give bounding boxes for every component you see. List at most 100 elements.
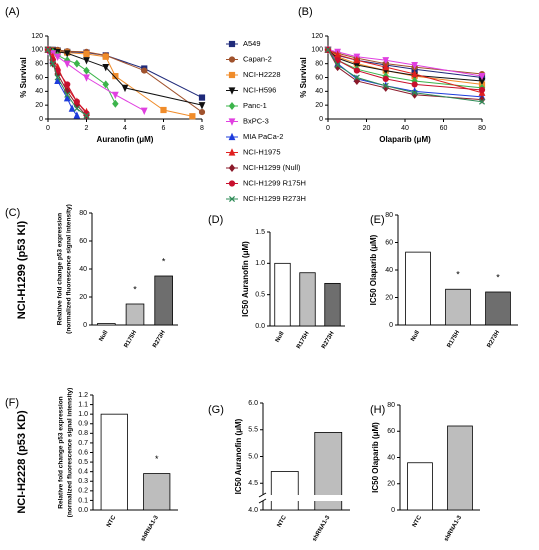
bar	[445, 288, 471, 326]
marker	[83, 57, 90, 65]
bar	[154, 275, 173, 326]
marker	[411, 89, 418, 96]
marker	[83, 66, 90, 75]
marker	[228, 71, 236, 79]
legend-label: NCI-H1975	[243, 147, 281, 156]
y-tick-label: 40	[385, 267, 393, 274]
marker	[228, 164, 236, 172]
legend-label: NCI-H1299 R175H	[243, 178, 306, 187]
x-tick-label: Null	[99, 330, 110, 343]
y-tick-label: 0.3	[78, 478, 88, 485]
x-axis-label: Auranofin (μM)	[97, 135, 154, 144]
y-tick-label: 40	[79, 266, 87, 273]
marker	[382, 82, 389, 89]
bar	[97, 323, 116, 326]
y-tick-label: 0.1	[78, 497, 88, 504]
series-line	[327, 49, 483, 103]
marker	[160, 106, 167, 114]
panel-label: (F)	[5, 397, 19, 409]
y-axis-label: Relative fold change p53 expression	[57, 213, 64, 325]
marker	[111, 91, 119, 100]
x-tick-label: 6	[162, 125, 166, 132]
x-tick-label: Null	[275, 331, 286, 344]
panel-label: (G)	[208, 404, 224, 416]
y-tick-label: 1.0	[255, 260, 265, 267]
marker	[478, 86, 486, 94]
panel-label: (A)	[5, 6, 20, 18]
bar	[125, 303, 145, 326]
y-tick-label: 100	[311, 47, 323, 54]
marker	[112, 73, 119, 80]
bar	[270, 471, 299, 511]
marker	[382, 57, 390, 65]
legend-label: A549	[243, 39, 261, 48]
x-tick-label: 4	[123, 125, 127, 132]
marker	[228, 56, 236, 63]
legend-label: BxPC-3	[243, 116, 269, 125]
marker	[353, 67, 360, 74]
bar	[447, 425, 473, 511]
significance: *	[456, 270, 460, 280]
marker	[198, 102, 206, 110]
legend-label: Capan-2	[243, 54, 272, 63]
marker	[73, 98, 80, 105]
marker	[83, 112, 90, 119]
y-tick-label: 20	[79, 294, 87, 301]
panel-label: (E)	[370, 214, 385, 226]
legend-label: NCI-H596	[243, 85, 276, 94]
legend-label: MIA PaCa-2	[243, 132, 283, 141]
y-tick-label: 40	[387, 454, 395, 461]
x-tick-label: R175H	[447, 330, 462, 349]
legend-label: NCI-H1299 R273H	[243, 194, 306, 203]
series-line	[327, 49, 483, 94]
x-tick-label: 2	[85, 125, 89, 132]
marker	[228, 87, 236, 95]
y-tick-label: 1.0	[78, 411, 88, 418]
y-tick-label: 0.2	[78, 488, 88, 495]
y-tick-label: 80	[35, 61, 43, 68]
x-tick-label: NTC	[106, 514, 118, 528]
x-tick-label: 80	[478, 125, 486, 132]
marker	[54, 74, 61, 81]
marker	[73, 111, 81, 119]
break-mark	[258, 492, 267, 498]
y-axis-label: % Survival	[19, 57, 28, 97]
x-tick-label: 20	[363, 125, 371, 132]
marker	[189, 113, 196, 120]
bar	[143, 473, 171, 511]
marker	[478, 98, 486, 105]
y-tick-label: 0	[391, 507, 395, 514]
marker	[63, 60, 71, 68]
significance: *	[155, 454, 159, 464]
legend-label: NCI-H1299 (Null)	[243, 163, 301, 172]
marker	[83, 74, 90, 82]
marker	[112, 99, 119, 108]
marker	[382, 62, 390, 71]
marker	[228, 180, 236, 187]
marker	[353, 55, 361, 64]
y-tick-label: 0	[389, 322, 393, 329]
series-line	[327, 49, 483, 91]
y-tick-label: 60	[385, 239, 393, 246]
row-label: NCI-H1299 (p53 KI)	[16, 220, 28, 319]
x-tick-label: 60	[440, 125, 448, 132]
y-tick-label: 0.9	[78, 421, 88, 428]
x-tick-label: R273H	[152, 330, 167, 349]
marker	[73, 59, 81, 68]
series-line	[47, 50, 145, 112]
marker	[73, 105, 80, 112]
x-tick-label: Null	[410, 330, 421, 343]
marker	[324, 46, 332, 53]
marker	[353, 74, 360, 81]
marker	[228, 102, 236, 110]
bar	[100, 413, 128, 511]
x-tick-label: NTC	[412, 514, 424, 528]
x-tick-label: NTC	[276, 514, 288, 528]
marker	[102, 53, 109, 60]
marker	[228, 195, 236, 203]
y-tick-label: 0.4	[78, 469, 88, 476]
y-tick-label: 0	[39, 116, 43, 123]
y-tick-label: 80	[79, 210, 87, 217]
y-tick-label: 20	[385, 294, 393, 301]
